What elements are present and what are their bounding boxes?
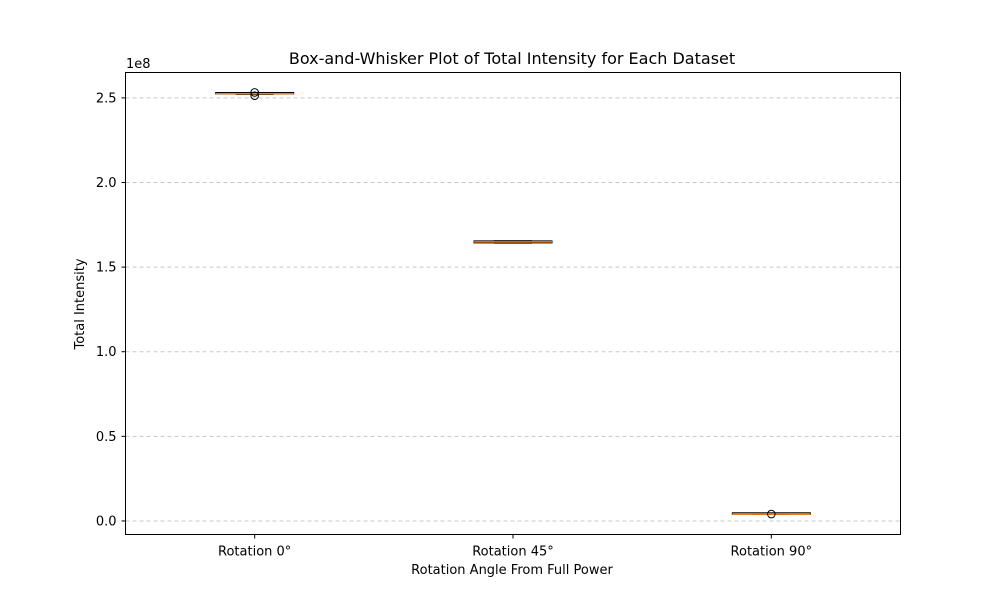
y-axis-ticks: 0.0 0.5 1.0 1.5 2.0 2.5 <box>96 91 126 529</box>
outlier-point <box>767 509 776 519</box>
y-axis-label: Total Intensity <box>73 258 88 350</box>
x-tick-label: Rotation 90° <box>731 545 813 560</box>
plot-area-frame <box>125 72 901 535</box>
y-tick-label: 0.5 <box>96 430 117 445</box>
y-axis-multiplier: 1e8 <box>126 57 151 72</box>
grid-lines <box>125 97 901 522</box>
x-tick-label: Rotation 45° <box>472 545 554 560</box>
outlier-point <box>250 91 259 100</box>
y-tick-label: 1.5 <box>96 261 117 276</box>
y-tick-label: 0.0 <box>96 514 117 529</box>
x-tick-label: Rotation 0° <box>218 545 291 560</box>
x-axis-ticks: Rotation 0° Rotation 45° Rotation 90° <box>218 534 813 560</box>
outlier-point <box>250 88 259 97</box>
box-1 <box>473 240 553 244</box>
y-tick-label: 2.0 <box>96 176 117 191</box>
chart-title: Box-and-Whisker Plot of Total Intensity … <box>289 49 735 68</box>
box-2 <box>731 509 811 519</box>
y-tick-label: 1.0 <box>96 345 117 360</box>
box-0 <box>215 88 295 100</box>
boxes <box>215 88 811 519</box>
y-tick-label: 2.5 <box>96 91 117 106</box>
x-axis-label: Rotation Angle From Full Power <box>411 563 613 578</box>
